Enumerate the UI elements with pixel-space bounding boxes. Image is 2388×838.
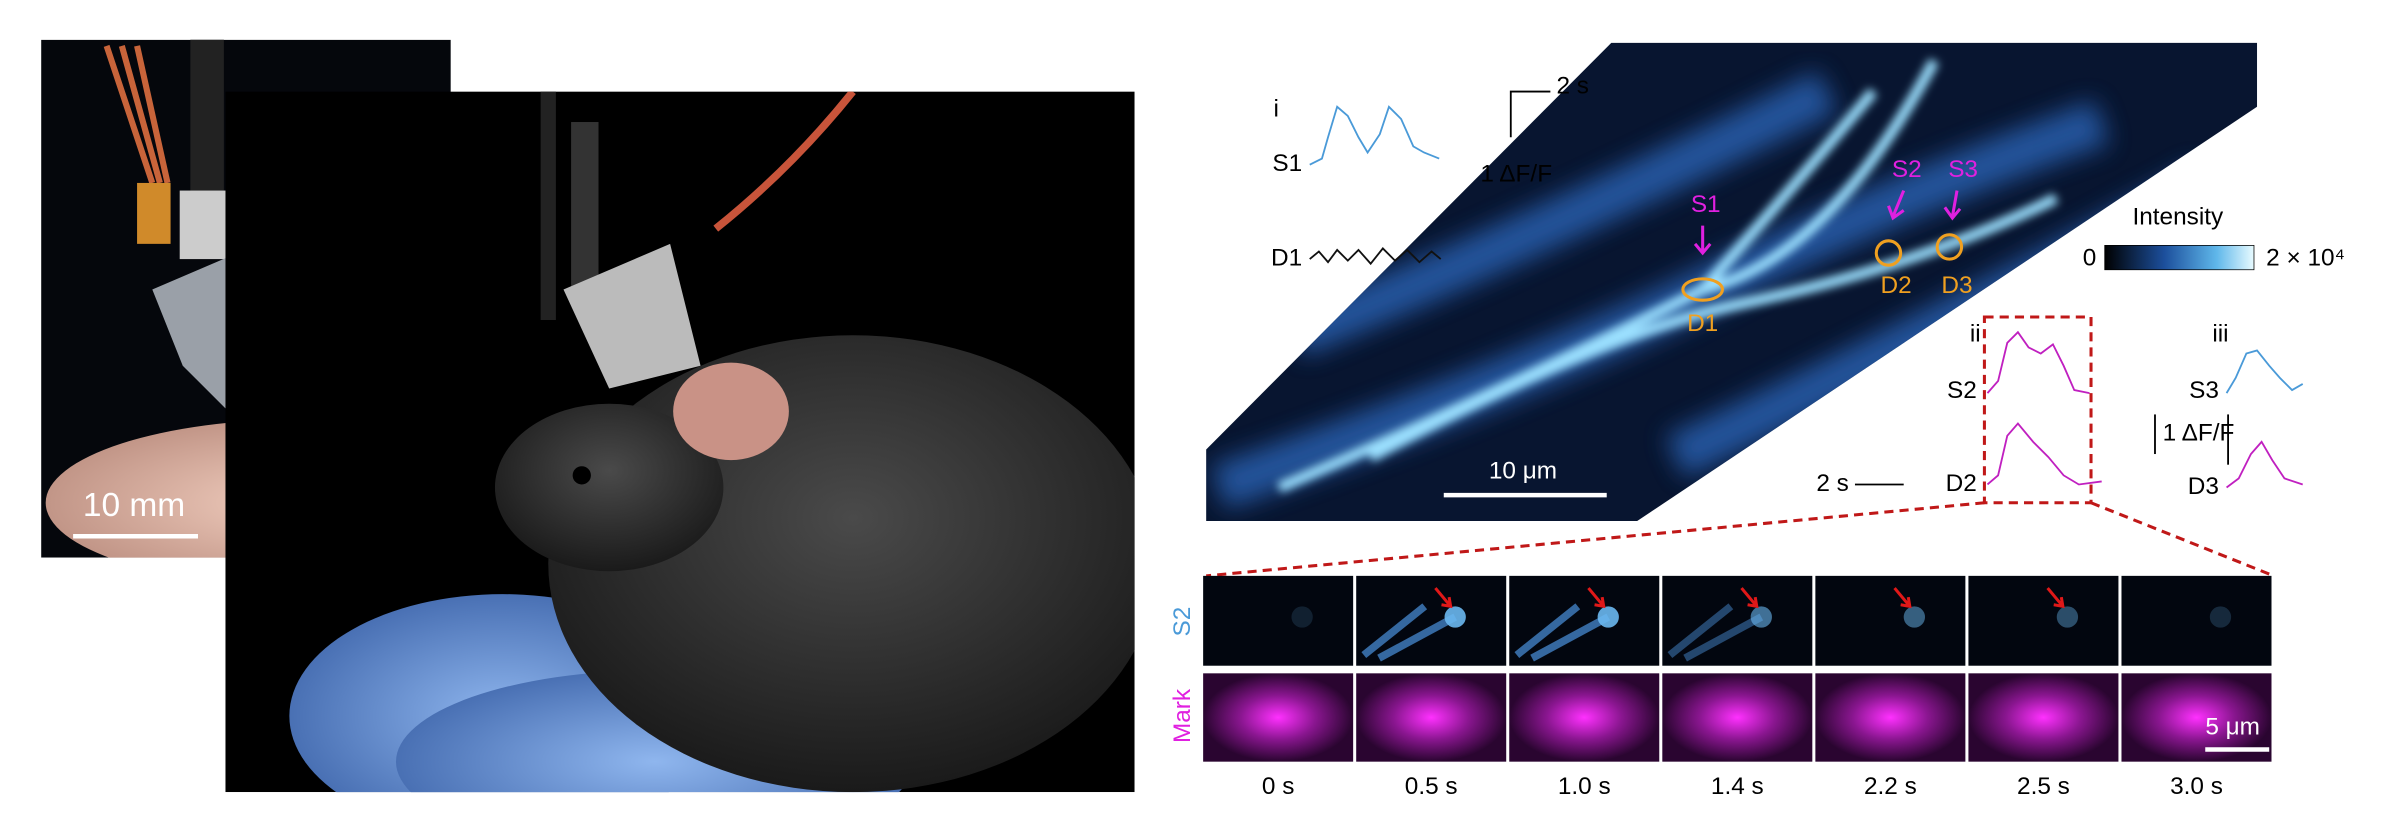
frame [1509, 673, 1660, 762]
time-label: 0.5 s [1405, 773, 1458, 800]
arrow [1434, 587, 1453, 609]
label-d1: D1 [1687, 310, 1718, 337]
spine [2056, 606, 2079, 628]
label-d3: D3 [1941, 272, 1972, 299]
panel-label: ii [1970, 321, 1981, 348]
spine [1291, 606, 1313, 628]
arrow [1740, 587, 1759, 609]
frame [1662, 575, 1813, 666]
arrow [1587, 587, 1606, 609]
frame [1509, 575, 1660, 666]
time-scale: 2 s [1556, 72, 1589, 99]
label-s3: S3 [1948, 156, 1978, 183]
dendrite [1667, 603, 1764, 662]
spine [2209, 606, 2232, 628]
spine [1750, 606, 1772, 628]
colorbar-min: 0 [2083, 245, 2097, 272]
arrow [1893, 587, 1912, 609]
row-label: S2 [1169, 607, 1196, 637]
frame [1203, 673, 1354, 762]
trace-label: S2 [1947, 377, 1977, 404]
scale-label: 10 μm [1489, 458, 1557, 485]
trace-label: D2 [1946, 470, 1977, 497]
frame [1662, 673, 1813, 762]
traces [1206, 90, 2304, 578]
time-label: 2.5 s [2017, 773, 2070, 800]
frame [1815, 673, 1966, 762]
scale-label: 5 μm [2205, 714, 2260, 741]
time-label: 2.2 s [1864, 773, 1917, 800]
time-label: 1.4 s [1711, 773, 1764, 800]
row-label: Mark [1169, 688, 1196, 743]
frame [1356, 575, 1507, 666]
arrow [2046, 587, 2065, 609]
dendrite [1514, 603, 1611, 662]
dendrite [1361, 603, 1457, 662]
label-s1: S1 [1691, 191, 1721, 218]
trace-label: D3 [2188, 473, 2219, 500]
frame [1815, 575, 1966, 666]
frame [2121, 673, 2272, 762]
panel-label: iii [2212, 321, 2228, 348]
colorbar-title: Intensity [2132, 203, 2224, 230]
time-label: 3.0 s [2170, 773, 2223, 800]
frame [1203, 575, 1354, 666]
frame [2121, 575, 2272, 666]
trace-label: D1 [1271, 245, 1302, 272]
frame [1968, 673, 2119, 762]
spine [1444, 606, 1466, 628]
label-s2: S2 [1892, 156, 1922, 183]
trace-label: S3 [2189, 377, 2219, 404]
panel-label: i [1274, 95, 1279, 122]
spine [1903, 606, 1926, 628]
scale-label: 10 mm [83, 487, 185, 524]
amp-scale: 1 ΔF/F [1480, 161, 1552, 188]
time-label: 1.0 s [1558, 773, 1611, 800]
dendrite-image: S1 S2 S3 D1 D2 D3 10 μm Intensity 0 2 × … [1206, 42, 2345, 522]
frame [1356, 673, 1507, 762]
amp-scale: 1 ΔF/F [2163, 420, 2235, 447]
timelapse: 0 s 0.5 s 1.0 s 1.4 s 2.2 s 2.5 s 3.0 s 5 μm [1203, 575, 2272, 800]
trace-label: S1 [1272, 150, 1302, 177]
time-label: 0 s [1262, 773, 1295, 800]
time-scale: 2 s [1816, 470, 1849, 497]
spine [1597, 606, 1619, 628]
colorbar-max: 2 × 10⁴ [2266, 245, 2345, 272]
mouse-photo [225, 91, 1135, 793]
label-d2: D2 [1881, 272, 1912, 299]
frame [1968, 575, 2119, 666]
